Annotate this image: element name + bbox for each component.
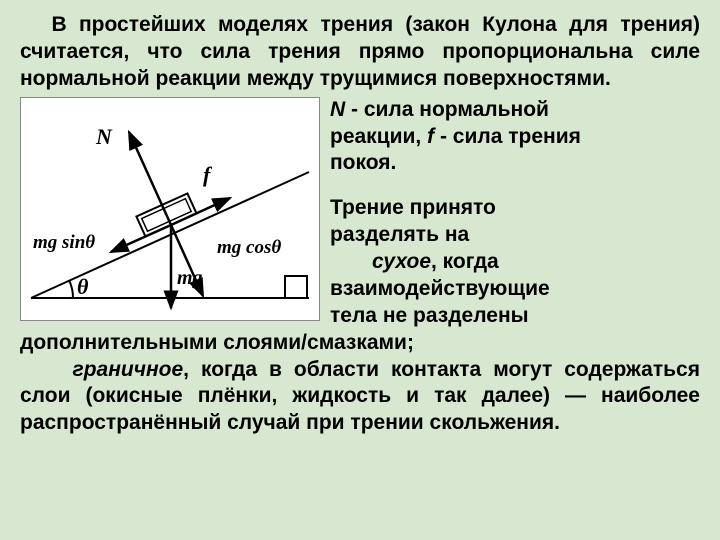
- types-line-5: тела не разделены: [330, 304, 529, 327]
- tail-a: дополнительными слоями/смазками;: [20, 331, 414, 354]
- n-label: N: [95, 124, 113, 149]
- slide-page: В простейших моделях трения (закон Кулон…: [0, 0, 720, 540]
- legend-text-4: покоя.: [330, 151, 396, 174]
- mgcos-label: mg cosθ: [217, 237, 281, 258]
- legend-text-1: - сила нормальной: [345, 98, 549, 121]
- types-line-1: Трение принято: [330, 196, 496, 219]
- f-label: f: [203, 162, 213, 187]
- diagram-svg: θ N f mg mg sinθ: [21, 98, 319, 320]
- theta-label: θ: [77, 274, 89, 299]
- tail-paragraph: дополнительными слоями/смазками; граничн…: [20, 330, 700, 438]
- types-line-3: , когда: [431, 250, 499, 273]
- n-symbol: N: [330, 98, 345, 121]
- mgsin-label: mg sinθ: [33, 232, 95, 253]
- dry-term: сухое: [372, 250, 431, 273]
- boundary-term: граничное: [73, 358, 184, 381]
- middle-section: θ N f mg mg sinθ: [20, 97, 700, 438]
- incline-diagram: θ N f mg mg sinθ: [20, 97, 320, 321]
- types-line-2: разделять на: [330, 223, 469, 246]
- legend-text-2: реакции,: [330, 125, 427, 148]
- legend-text-3: - сила трения: [434, 125, 581, 148]
- intro-paragraph: В простейших моделях трения (закон Кулон…: [20, 12, 700, 93]
- types-line-4: взаимодействующие: [330, 277, 550, 300]
